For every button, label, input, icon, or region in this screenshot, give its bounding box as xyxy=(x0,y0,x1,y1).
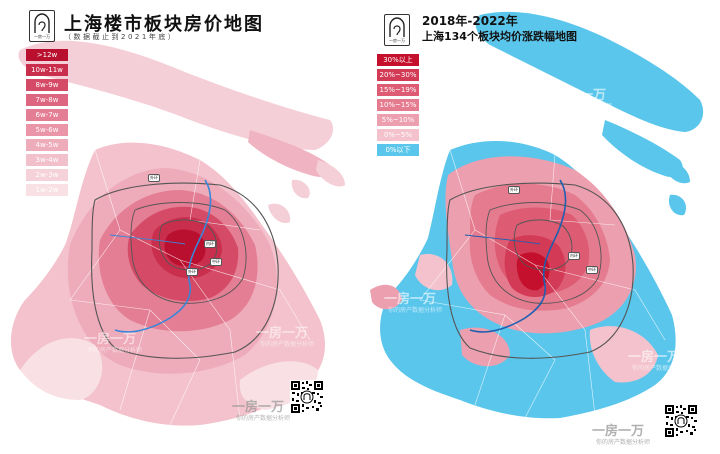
map-title: 上海楼市板块房价地图 xyxy=(64,14,264,35)
suzhou-creek xyxy=(464,234,541,245)
chongming-island xyxy=(475,11,704,133)
price-legend-item: 10w-11w xyxy=(26,64,68,76)
price-change-map-panel: 外环 内环 中环 2018年-2022年 上海134个板块均价涨跌幅地图 一房一… xyxy=(360,0,720,454)
price-legend-item: >12w xyxy=(26,49,68,61)
change-legend-item: 15%~19% xyxy=(377,84,419,96)
outer-ring-road xyxy=(91,182,279,359)
hengsha-island xyxy=(666,160,690,184)
changxing-island xyxy=(602,120,683,178)
change-legend: 30%以上 20%~30% 15%~19% 10%~15% 5%~10% 0%~5% 0%以… xyxy=(377,54,419,159)
changxing-island xyxy=(248,130,332,177)
watermark-faint-3: 一房一万 xyxy=(628,350,681,365)
price-legend-item: 5w-6w xyxy=(26,124,68,136)
watermark-sub: 你的房产数据分析师 xyxy=(236,415,291,422)
change-legend-item: 0%以下 xyxy=(377,144,419,156)
road-label-outer-ring: 外环 xyxy=(508,186,520,194)
hengsha-island xyxy=(316,160,345,187)
price-legend-item: 6w-7w xyxy=(26,109,68,121)
price-legend-item: 8w-9w xyxy=(26,79,68,91)
change-legend-item: 10%~15% xyxy=(377,99,419,111)
brand-logo: 一房一万 xyxy=(384,14,410,46)
watermark-faint-2-sub: 你的房产数据分析师 xyxy=(388,307,443,314)
small-island xyxy=(268,203,291,224)
watermark-faint-1: 一房一万 xyxy=(256,326,309,341)
map-title-line2: 上海134个板块均价涨跌幅地图 xyxy=(422,30,577,43)
map-title-line1: 2018年-2022年 xyxy=(422,14,518,28)
watermark-faint-1: 一房一万 xyxy=(554,88,607,103)
watermark-faint-1-sub: 你的房产数据分析师 xyxy=(558,103,613,110)
small-island xyxy=(668,194,687,216)
road-label-inner-ring: 内环 xyxy=(568,252,580,260)
watermark-faint-2: 一房一万 xyxy=(384,292,437,307)
huangpu-river xyxy=(469,179,567,333)
watermark-main: 一房一万 xyxy=(592,424,645,439)
road-label-outer-ring: 外环 xyxy=(148,174,160,182)
change-legend-item: 20%~30% xyxy=(377,69,419,81)
price-legend: >12w 10w-11w 8w-9w 7w-8w 6w-7w 5w-6w 4w-5w 3w-4… xyxy=(26,49,68,199)
chongming-island xyxy=(18,40,334,150)
price-legend-item: 1w-2w xyxy=(26,184,68,196)
road-label-outer-ring-south: 外环 xyxy=(186,268,198,276)
suzhou-creek xyxy=(109,234,186,245)
price-change-map xyxy=(370,11,704,419)
road-label-middle-ring: 中环 xyxy=(210,258,222,266)
watermark-faint-2: 一房一万 xyxy=(84,332,137,347)
change-legend-item: 30%以上 xyxy=(377,54,419,66)
price-legend-item: 7w-8w xyxy=(26,94,68,106)
watermark-faint-1-sub: 你的房产数据分析师 xyxy=(260,341,315,348)
change-legend-item: 0%~5% xyxy=(377,129,419,141)
watermark-faint-3-sub: 你的房产数据分析师 xyxy=(632,365,687,372)
price-legend-item: 3w-4w xyxy=(26,154,68,166)
brand-logo: 一房一万 xyxy=(29,10,55,42)
price-legend-item: 2w-3w xyxy=(26,169,68,181)
huangpu-river xyxy=(114,179,212,333)
house-price-map-panel: 外环 内环 中环 外环 一房一万 上海楼市板块房价地图 （数据截止到2021年底… xyxy=(10,10,345,426)
small-island-2 xyxy=(291,179,310,199)
qr-code xyxy=(664,404,698,438)
qr-code-pattern xyxy=(290,380,324,414)
qr-code xyxy=(290,380,324,414)
change-legend-item: 5%~10% xyxy=(377,114,419,126)
qr-code-pattern xyxy=(664,404,698,438)
watermark-sub: 你的房产数据分析师 xyxy=(596,439,651,446)
house-price-map xyxy=(10,40,345,426)
price-legend-item: 4w-5w xyxy=(26,139,68,151)
watermark-main: 一房一万 xyxy=(232,400,285,415)
road-label-middle-ring: 中环 xyxy=(586,266,598,274)
map-subtitle: （数据截止到2021年底） xyxy=(64,33,178,41)
watermark-faint-2-sub: 你的房产数据分析师 xyxy=(88,347,143,354)
road-label-inner-ring: 内环 xyxy=(204,240,216,248)
inner-ring-road xyxy=(513,219,573,271)
outer-ring-road xyxy=(446,182,634,359)
